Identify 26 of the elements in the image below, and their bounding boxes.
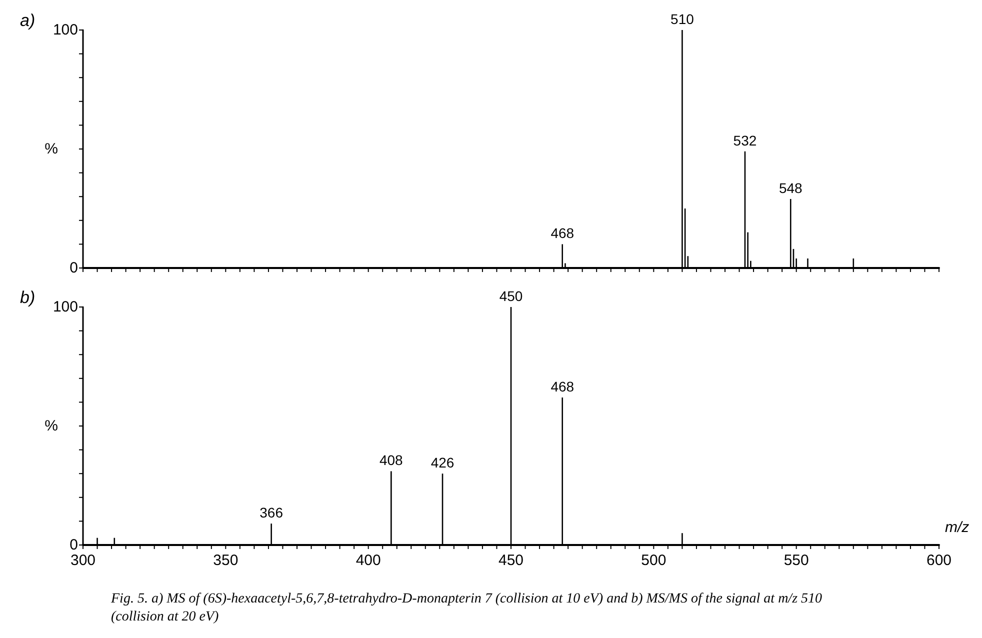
annotation: 366 xyxy=(260,504,284,521)
annotation: 468 xyxy=(550,225,574,242)
x-tick-label: 500 xyxy=(641,552,666,569)
y-axis-title: % xyxy=(44,140,58,158)
annotation: 426 xyxy=(430,454,454,471)
y-tick-label: 0 xyxy=(70,260,78,276)
y-tick-label: 100 xyxy=(52,22,78,38)
y-tick-label: 100 xyxy=(52,298,78,316)
x-tick-label: 350 xyxy=(213,552,238,569)
y-axis-title: % xyxy=(44,418,58,434)
x-tick-label: 600 xyxy=(926,552,952,569)
y-tick-label: 0 xyxy=(70,536,78,554)
chart-title: a) xyxy=(20,11,36,30)
x-tick-label: 300 xyxy=(70,552,96,569)
annotation: 510 xyxy=(670,11,694,27)
annotation: 408 xyxy=(379,452,404,468)
annotation: 548 xyxy=(778,180,803,196)
caption: Fig. 5. a) MS of (6S)-hexaacetyl-5,6,7,8-tetrahydro-D-monapterin 7 (collision at 10 eV) and b) MS/MS of the signal at m/z 510 (collision at 20 eV) xyxy=(110,592,826,624)
x-tick-label: 550 xyxy=(784,552,809,569)
x-tick-label: 450 xyxy=(498,552,524,569)
annotation: 532 xyxy=(733,132,757,148)
chart-title: b) xyxy=(20,288,36,307)
x-tick-label: 400 xyxy=(356,552,381,569)
annotation: 450 xyxy=(499,288,523,304)
x-axis-title: m/z xyxy=(945,519,970,536)
annotation: 468 xyxy=(550,378,574,394)
